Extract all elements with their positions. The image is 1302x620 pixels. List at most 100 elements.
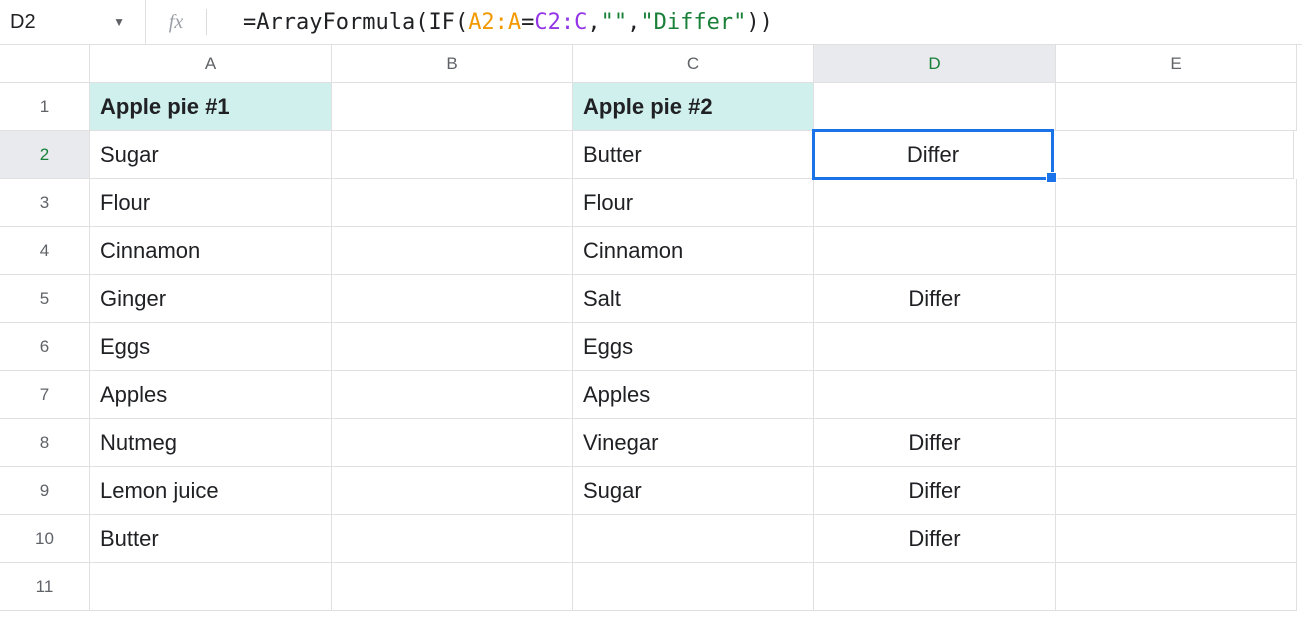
cell-B10[interactable]: [332, 515, 573, 563]
row-7: 7ApplesApples: [0, 371, 1302, 419]
column-header-A[interactable]: A: [90, 45, 332, 83]
row-6: 6EggsEggs: [0, 323, 1302, 371]
column-header-row: ABCDE: [0, 45, 1302, 83]
cell-B1[interactable]: [332, 83, 573, 131]
cell-E7[interactable]: [1056, 371, 1297, 419]
cell-E2[interactable]: [1053, 131, 1294, 179]
formula-token: (: [455, 10, 468, 35]
cell-D10[interactable]: Differ: [814, 515, 1056, 563]
cell-C5[interactable]: Salt: [573, 275, 814, 323]
row-2: 2Sugar ButterDiffer: [0, 131, 1302, 179]
cell-A1[interactable]: Apple pie #1: [90, 83, 332, 131]
cell-A7[interactable]: Apples: [90, 371, 332, 419]
cell-D5[interactable]: Differ: [814, 275, 1056, 323]
formula-token: IF: [428, 10, 455, 35]
formula-token: C2:C: [534, 10, 587, 35]
row-header-1[interactable]: 1: [0, 83, 90, 131]
cell-B6[interactable]: [332, 323, 573, 371]
formula-token: A2:A: [468, 10, 521, 35]
cell-D11[interactable]: [814, 563, 1056, 611]
cell-E8[interactable]: [1056, 419, 1297, 467]
cell-E11[interactable]: [1056, 563, 1297, 611]
formula-token: "": [601, 10, 628, 35]
cell-D8[interactable]: Differ: [814, 419, 1056, 467]
row-header-8[interactable]: 8: [0, 419, 90, 467]
row-3: 3FlourFlour: [0, 179, 1302, 227]
name-box-value: D2: [10, 11, 36, 34]
column-header-C[interactable]: C: [573, 45, 814, 83]
cell-B2[interactable]: [332, 131, 573, 179]
cell-E9[interactable]: [1056, 467, 1297, 515]
cell-A2[interactable]: Sugar: [90, 131, 332, 179]
cell-B9[interactable]: [332, 467, 573, 515]
cell-E10[interactable]: [1056, 515, 1297, 563]
formula-token: ,: [627, 10, 640, 35]
cell-E5[interactable]: [1056, 275, 1297, 323]
cell-E3[interactable]: [1056, 179, 1297, 227]
cell-A3[interactable]: Flour: [90, 179, 332, 227]
formula-token: "Differ": [640, 10, 746, 35]
cell-C10[interactable]: [573, 515, 814, 563]
cell-D3[interactable]: [814, 179, 1056, 227]
cell-B5[interactable]: [332, 275, 573, 323]
cell-D4[interactable]: [814, 227, 1056, 275]
cell-A6[interactable]: Eggs: [90, 323, 332, 371]
cell-C2[interactable]: Butter: [573, 131, 814, 179]
cell-E6[interactable]: [1056, 323, 1297, 371]
column-header-D[interactable]: D: [814, 45, 1056, 83]
row-header-4[interactable]: 4: [0, 227, 90, 275]
row-header-10[interactable]: 10: [0, 515, 90, 563]
cell-B7[interactable]: [332, 371, 573, 419]
cell-C8[interactable]: Vinegar: [573, 419, 814, 467]
row-header-2[interactable]: 2: [0, 131, 90, 179]
corner-cell[interactable]: [0, 45, 90, 83]
formula-input[interactable]: =ArrayFormula(IF(A2:A=C2:C,"","Differ")): [207, 10, 1302, 35]
formula-token: ): [746, 10, 759, 35]
cell-A5[interactable]: Ginger: [90, 275, 332, 323]
cell-C11[interactable]: [573, 563, 814, 611]
cell-D7[interactable]: [814, 371, 1056, 419]
cell-B3[interactable]: [332, 179, 573, 227]
row-1: 1Apple pie #1 Apple pie #2: [0, 83, 1302, 131]
cell-A11[interactable]: [90, 563, 332, 611]
formula-text: =ArrayFormula(IF(A2:A=C2:C,"","Differ")): [243, 10, 773, 35]
cell-B8[interactable]: [332, 419, 573, 467]
row-header-5[interactable]: 5: [0, 275, 90, 323]
dropdown-icon[interactable]: ▼: [113, 15, 125, 29]
formula-token: ,: [587, 10, 600, 35]
name-box[interactable]: D2 ▼: [0, 0, 146, 44]
cell-C4[interactable]: Cinnamon: [573, 227, 814, 275]
cell-D9[interactable]: Differ: [814, 467, 1056, 515]
formula-token: ): [760, 10, 773, 35]
cell-D1[interactable]: [814, 83, 1056, 131]
row-header-11[interactable]: 11: [0, 563, 90, 611]
row-8: 8Nutmeg VinegarDiffer: [0, 419, 1302, 467]
row-4: 4CinnamonCinnamon: [0, 227, 1302, 275]
row-5: 5Ginger SaltDiffer: [0, 275, 1302, 323]
cell-A4[interactable]: Cinnamon: [90, 227, 332, 275]
cell-D6[interactable]: [814, 323, 1056, 371]
cell-C9[interactable]: Sugar: [573, 467, 814, 515]
fx-label: fx: [146, 11, 206, 34]
formula-token: =ArrayFormula: [243, 10, 415, 35]
cell-B4[interactable]: [332, 227, 573, 275]
cell-A10[interactable]: Butter: [90, 515, 332, 563]
cell-E4[interactable]: [1056, 227, 1297, 275]
row-header-6[interactable]: 6: [0, 323, 90, 371]
cell-C1[interactable]: Apple pie #2: [573, 83, 814, 131]
cell-A9[interactable]: Lemon juice: [90, 467, 332, 515]
cell-C6[interactable]: Eggs: [573, 323, 814, 371]
formula-token: =: [521, 10, 534, 35]
cell-C3[interactable]: Flour: [573, 179, 814, 227]
cell-C7[interactable]: Apples: [573, 371, 814, 419]
cell-E1[interactable]: [1056, 83, 1297, 131]
row-header-3[interactable]: 3: [0, 179, 90, 227]
row-header-7[interactable]: 7: [0, 371, 90, 419]
cell-D2[interactable]: Differ: [812, 129, 1054, 180]
column-header-E[interactable]: E: [1056, 45, 1297, 83]
row-header-9[interactable]: 9: [0, 467, 90, 515]
column-header-B[interactable]: B: [332, 45, 573, 83]
cell-A8[interactable]: Nutmeg: [90, 419, 332, 467]
row-9: 9Lemon juice SugarDiffer: [0, 467, 1302, 515]
cell-B11[interactable]: [332, 563, 573, 611]
